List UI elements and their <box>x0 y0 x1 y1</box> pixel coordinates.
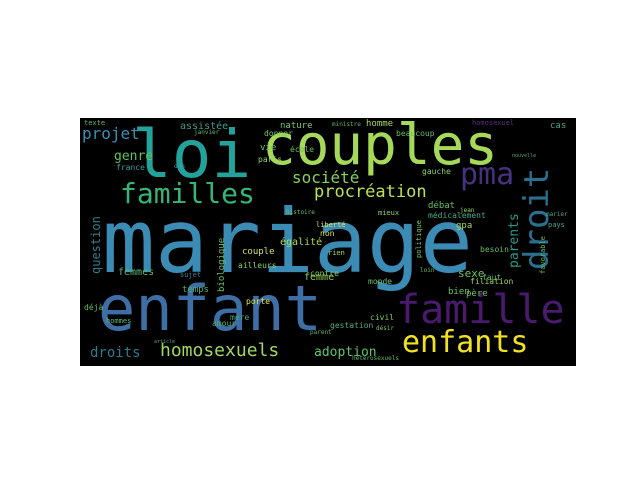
word-non: non <box>320 229 335 238</box>
word-filiation: filiation <box>470 277 514 286</box>
word-mieux: mieux <box>378 209 400 217</box>
word-gauche: gauche <box>422 167 451 176</box>
word-histoire: histoire <box>286 209 315 216</box>
word-besoin: besoin <box>480 245 509 254</box>
word-medicalement: médicalement <box>428 211 486 220</box>
word-contre: contre <box>310 269 339 278</box>
word-biologique: biologique <box>217 237 227 292</box>
word-couples: couples <box>262 118 499 178</box>
word-debat: débat <box>428 201 456 211</box>
word-favorable: favorable <box>539 236 547 274</box>
word-don: don <box>174 163 185 170</box>
word-vie: vie <box>260 143 277 153</box>
word-civil: civil <box>370 313 395 322</box>
word-cloud: mariage enfant loi couples famille enfan… <box>80 118 576 366</box>
word-ministre: ministre <box>332 121 361 128</box>
word-texte: texte <box>84 119 106 127</box>
word-genre: genre <box>114 149 154 164</box>
word-hommes: hommes <box>106 317 132 325</box>
word-politique: politique <box>415 220 423 258</box>
word-monde: monde <box>368 277 393 286</box>
word-temps: temps <box>182 285 210 295</box>
word-pere: père <box>466 289 488 299</box>
word-homosexuel: homosexuel <box>472 119 515 127</box>
word-sujet: sujet <box>180 271 202 279</box>
word-pma: pma <box>460 157 515 192</box>
word-ailleurs: ailleurs <box>238 261 277 270</box>
word-gpa: gpa <box>456 221 473 231</box>
word-femmes: femmes <box>118 267 155 278</box>
word-gestation: gestation <box>330 321 374 330</box>
word-liberte: liberté <box>316 221 346 229</box>
word-janvier: janvier <box>194 129 220 136</box>
word-nouvelle: nouvelle <box>512 153 537 159</box>
word-enfant: enfant <box>98 272 322 345</box>
word-ecole: école <box>290 145 315 154</box>
word-bien: bien <box>448 287 470 297</box>
word-droit: droit <box>517 167 557 270</box>
word-sexe: sexe <box>458 267 485 280</box>
word-question: question <box>89 216 103 274</box>
word-loin: loin <box>420 267 435 274</box>
word-homosexuels: homosexuels <box>160 340 280 361</box>
word-societe: société <box>292 168 360 187</box>
word-mere: mère <box>230 313 250 322</box>
word-procreation: procréation <box>314 182 427 202</box>
word-pays: pays <box>548 221 565 229</box>
word-beaucoup: beaucoup <box>396 129 435 138</box>
word-article: article <box>154 339 176 345</box>
word-projet: projet <box>82 124 140 143</box>
word-porte: porte <box>246 297 271 306</box>
word-deja: déjà <box>84 303 104 312</box>
word-femme: femme <box>304 272 335 283</box>
word-heterosexuels: hétérosexuels <box>352 355 399 362</box>
word-loi: loi <box>132 118 252 193</box>
word-paris: paris <box>258 155 283 164</box>
word-faut: faut <box>482 273 502 282</box>
word-famille: famille <box>396 287 565 333</box>
word-jean: jean <box>460 207 475 214</box>
word-donner: donner <box>264 129 293 138</box>
word-droits: droits <box>90 345 141 361</box>
word-enfants: enfants <box>402 325 529 360</box>
word-couple: couple <box>242 247 275 257</box>
word-parents: parents <box>507 213 522 268</box>
word-mariage: mariage <box>102 190 473 293</box>
word-assistee: assistée <box>180 121 229 132</box>
word-nature: nature <box>280 121 313 131</box>
word-parent: parent <box>310 329 332 336</box>
word-cas: cas <box>550 121 567 131</box>
word-marier: marier <box>546 211 568 218</box>
word-rien: rien <box>328 249 345 257</box>
word-egalite: égalité <box>280 237 323 248</box>
word-amour: amour <box>212 319 237 328</box>
word-adoption: adoption <box>314 345 377 360</box>
word-france: france <box>116 163 145 172</box>
word-desir: désir <box>376 325 395 332</box>
word-familles: familles <box>120 177 255 210</box>
word-homme: homme <box>366 119 394 129</box>
